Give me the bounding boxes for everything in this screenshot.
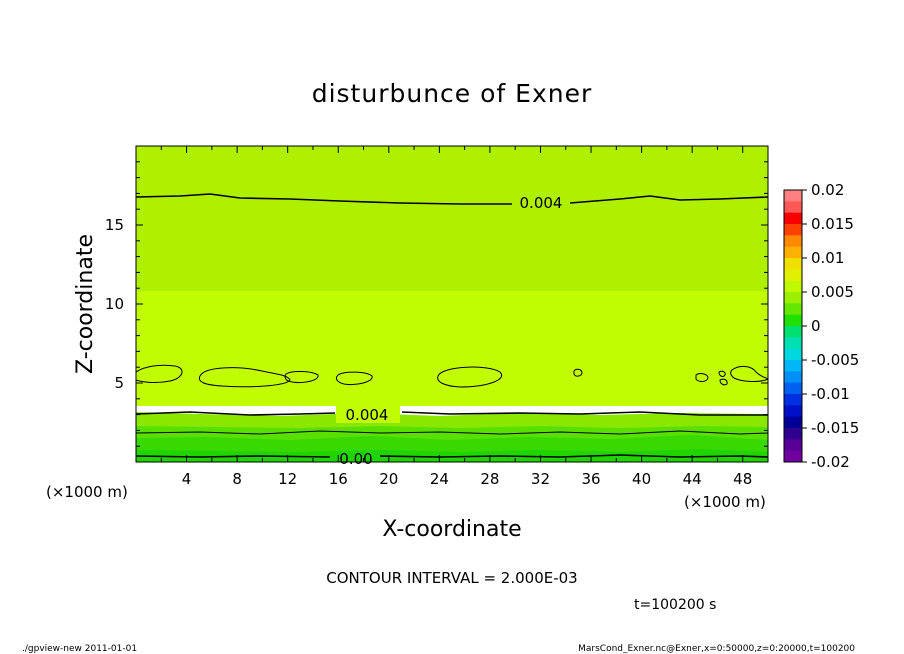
colorbar-segment xyxy=(784,280,802,293)
field-band-bottom xyxy=(136,449,768,462)
contour-island xyxy=(335,371,373,385)
colorbar-segment xyxy=(784,360,802,372)
contour-island xyxy=(719,378,728,386)
x-tick-label: 24 xyxy=(430,470,449,488)
contour-island xyxy=(695,373,709,382)
colorbar-segment xyxy=(784,394,802,406)
x-tick-label: 32 xyxy=(531,470,550,488)
colorbar-segment xyxy=(784,326,802,338)
colorbar-tick-label: 0.02 xyxy=(811,181,844,199)
colorbar-segment xyxy=(784,224,802,236)
colorbar-tick-label: 0.01 xyxy=(811,249,844,267)
x-tick-label: 20 xyxy=(379,470,398,488)
colorbar-segment xyxy=(784,405,802,418)
x-tick-label: 36 xyxy=(581,470,600,488)
colorbar-segment xyxy=(784,269,802,282)
colorbar-segment xyxy=(784,292,802,304)
colorbar-tick-label: -0.02 xyxy=(811,453,850,471)
colorbar-segment xyxy=(784,348,802,361)
colorbar-tick-label: 0.005 xyxy=(811,283,854,301)
contour-label: 0.004 xyxy=(520,194,563,212)
chart-title: disturbunce of Exner xyxy=(312,79,593,108)
colorbar-segment xyxy=(784,258,802,270)
contour-plot-area: 0.004 0.004 0.00 xyxy=(135,145,769,468)
colorbar-segment xyxy=(784,416,802,429)
contour-line-top xyxy=(135,193,769,205)
contour-island xyxy=(437,366,503,388)
footer-right: MarsCond_Exner.nc@Exner,x=0:50000,z=0:20… xyxy=(578,644,855,654)
x-tick-label: 40 xyxy=(632,470,651,488)
x-tick-label: 8 xyxy=(232,470,242,488)
contour-line-zero xyxy=(135,454,769,458)
time-text: t=100200 s xyxy=(634,597,716,613)
contour-line-upper-low xyxy=(135,411,768,416)
colorbar: 0.02 0.015 0.01 0.005 0 -0.005 -0.01 -0.015 -0.0… xyxy=(783,181,859,471)
x-axis-label: X-coordinate xyxy=(382,517,521,542)
contour-interval-text: CONTOUR INTERVAL = 2.000E-03 xyxy=(326,569,577,587)
y-axis-label: Z-coordinate xyxy=(73,234,98,374)
colorbar-tick-label: -0.005 xyxy=(811,351,859,369)
x-axis-ticks: 4 8 12 16 20 24 28 32 36 40 44 48 xyxy=(160,146,752,488)
contour-label-bg xyxy=(336,405,400,423)
y-tick-label: 10 xyxy=(105,295,124,313)
y-tick-label: 15 xyxy=(105,216,124,234)
colorbar-tick-label: -0.015 xyxy=(811,419,859,437)
footer-left: ./gpview-new 2011-01-01 xyxy=(22,644,137,654)
colorbar-tick-label: 0.015 xyxy=(811,215,854,233)
colorbar-segment xyxy=(784,337,802,350)
x-tick-label: 4 xyxy=(182,470,192,488)
colorbar-tick-label: -0.01 xyxy=(811,385,850,403)
y-tick-label: 5 xyxy=(114,374,124,392)
colorbar-segment xyxy=(784,212,802,225)
contour-island xyxy=(135,364,183,384)
colorbar-segment xyxy=(784,303,802,316)
colorbar-tick-label: 0 xyxy=(811,317,821,335)
colorbar-segment xyxy=(784,450,802,463)
colorbar-segment xyxy=(784,439,802,452)
x-tick-label: 48 xyxy=(733,470,752,488)
contour-label-bg xyxy=(514,193,568,211)
contour-island xyxy=(718,370,726,377)
field-band-mid xyxy=(136,291,768,406)
field-band-top xyxy=(136,146,768,294)
contour-label: 0.00 xyxy=(339,450,372,468)
colorbar-segment xyxy=(784,314,802,327)
x-tick-label: 28 xyxy=(480,470,499,488)
colorbar-segment xyxy=(784,190,802,202)
x-axis-unit-right: (×1000 m) xyxy=(684,493,766,511)
y-axis-ticks: 5 10 15 xyxy=(105,161,768,447)
x-tick-label: 12 xyxy=(278,470,297,488)
colorbar-segment xyxy=(784,382,802,395)
contour-island xyxy=(573,368,583,377)
colorbar-segment xyxy=(784,246,802,259)
x-tick-label: 44 xyxy=(683,470,702,488)
contour-line-mid-low xyxy=(135,430,769,435)
contour-island xyxy=(198,367,291,388)
colorbar-segment xyxy=(784,235,802,248)
colorbar-segment xyxy=(784,201,802,214)
colorbar-segment xyxy=(784,371,802,384)
contour-label: 0.004 xyxy=(346,406,389,424)
colorbar-segment xyxy=(784,428,802,440)
x-tick-label: 16 xyxy=(329,470,348,488)
x-axis-unit-left: (×1000 m) xyxy=(46,483,128,501)
contour-island xyxy=(284,371,319,383)
